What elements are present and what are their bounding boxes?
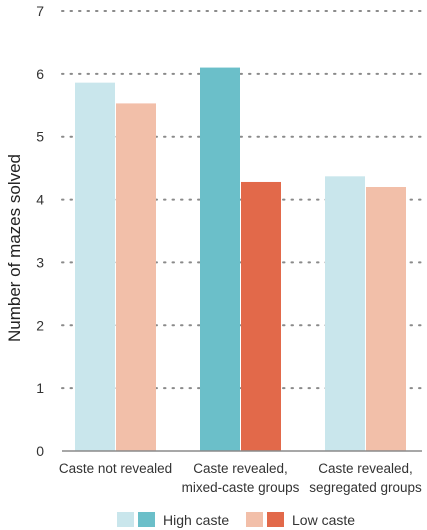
y-tick-label: 0 xyxy=(36,443,44,459)
y-tick-label: 6 xyxy=(36,66,44,82)
legend-swatch xyxy=(246,512,263,527)
x-category-label: mixed-caste groups xyxy=(182,480,300,495)
y-tick-label: 2 xyxy=(36,317,44,333)
x-category-labels: Caste not revealed Caste revealed, mixed-c… xyxy=(59,461,422,495)
y-tick-label: 1 xyxy=(36,380,44,396)
bar xyxy=(116,103,156,451)
x-category-label: Caste not revealed xyxy=(59,461,172,476)
y-axis-label: Number of mazes solved xyxy=(5,154,24,342)
x-category-label: segregated groups xyxy=(309,480,422,495)
y-tick-label: 7 xyxy=(36,3,44,19)
legend-swatch xyxy=(267,512,284,527)
legend: High caste Low caste xyxy=(117,512,355,528)
x-category-label: Caste revealed, xyxy=(318,461,413,476)
legend-label: Low caste xyxy=(292,512,355,528)
legend-label: High caste xyxy=(163,512,229,528)
y-tick-labels: 0 1 2 3 4 5 6 7 xyxy=(36,3,44,459)
bar xyxy=(75,83,115,451)
bar xyxy=(200,68,240,451)
bar xyxy=(366,187,406,451)
bar xyxy=(241,182,281,451)
bar xyxy=(325,176,365,451)
y-tick-label: 3 xyxy=(36,254,44,270)
legend-swatch xyxy=(138,512,155,527)
y-tick-label: 4 xyxy=(36,192,44,208)
y-tick-label: 5 xyxy=(36,129,44,145)
x-category-label: Caste revealed, xyxy=(193,461,288,476)
legend-swatch xyxy=(117,512,134,527)
bars xyxy=(75,68,406,451)
